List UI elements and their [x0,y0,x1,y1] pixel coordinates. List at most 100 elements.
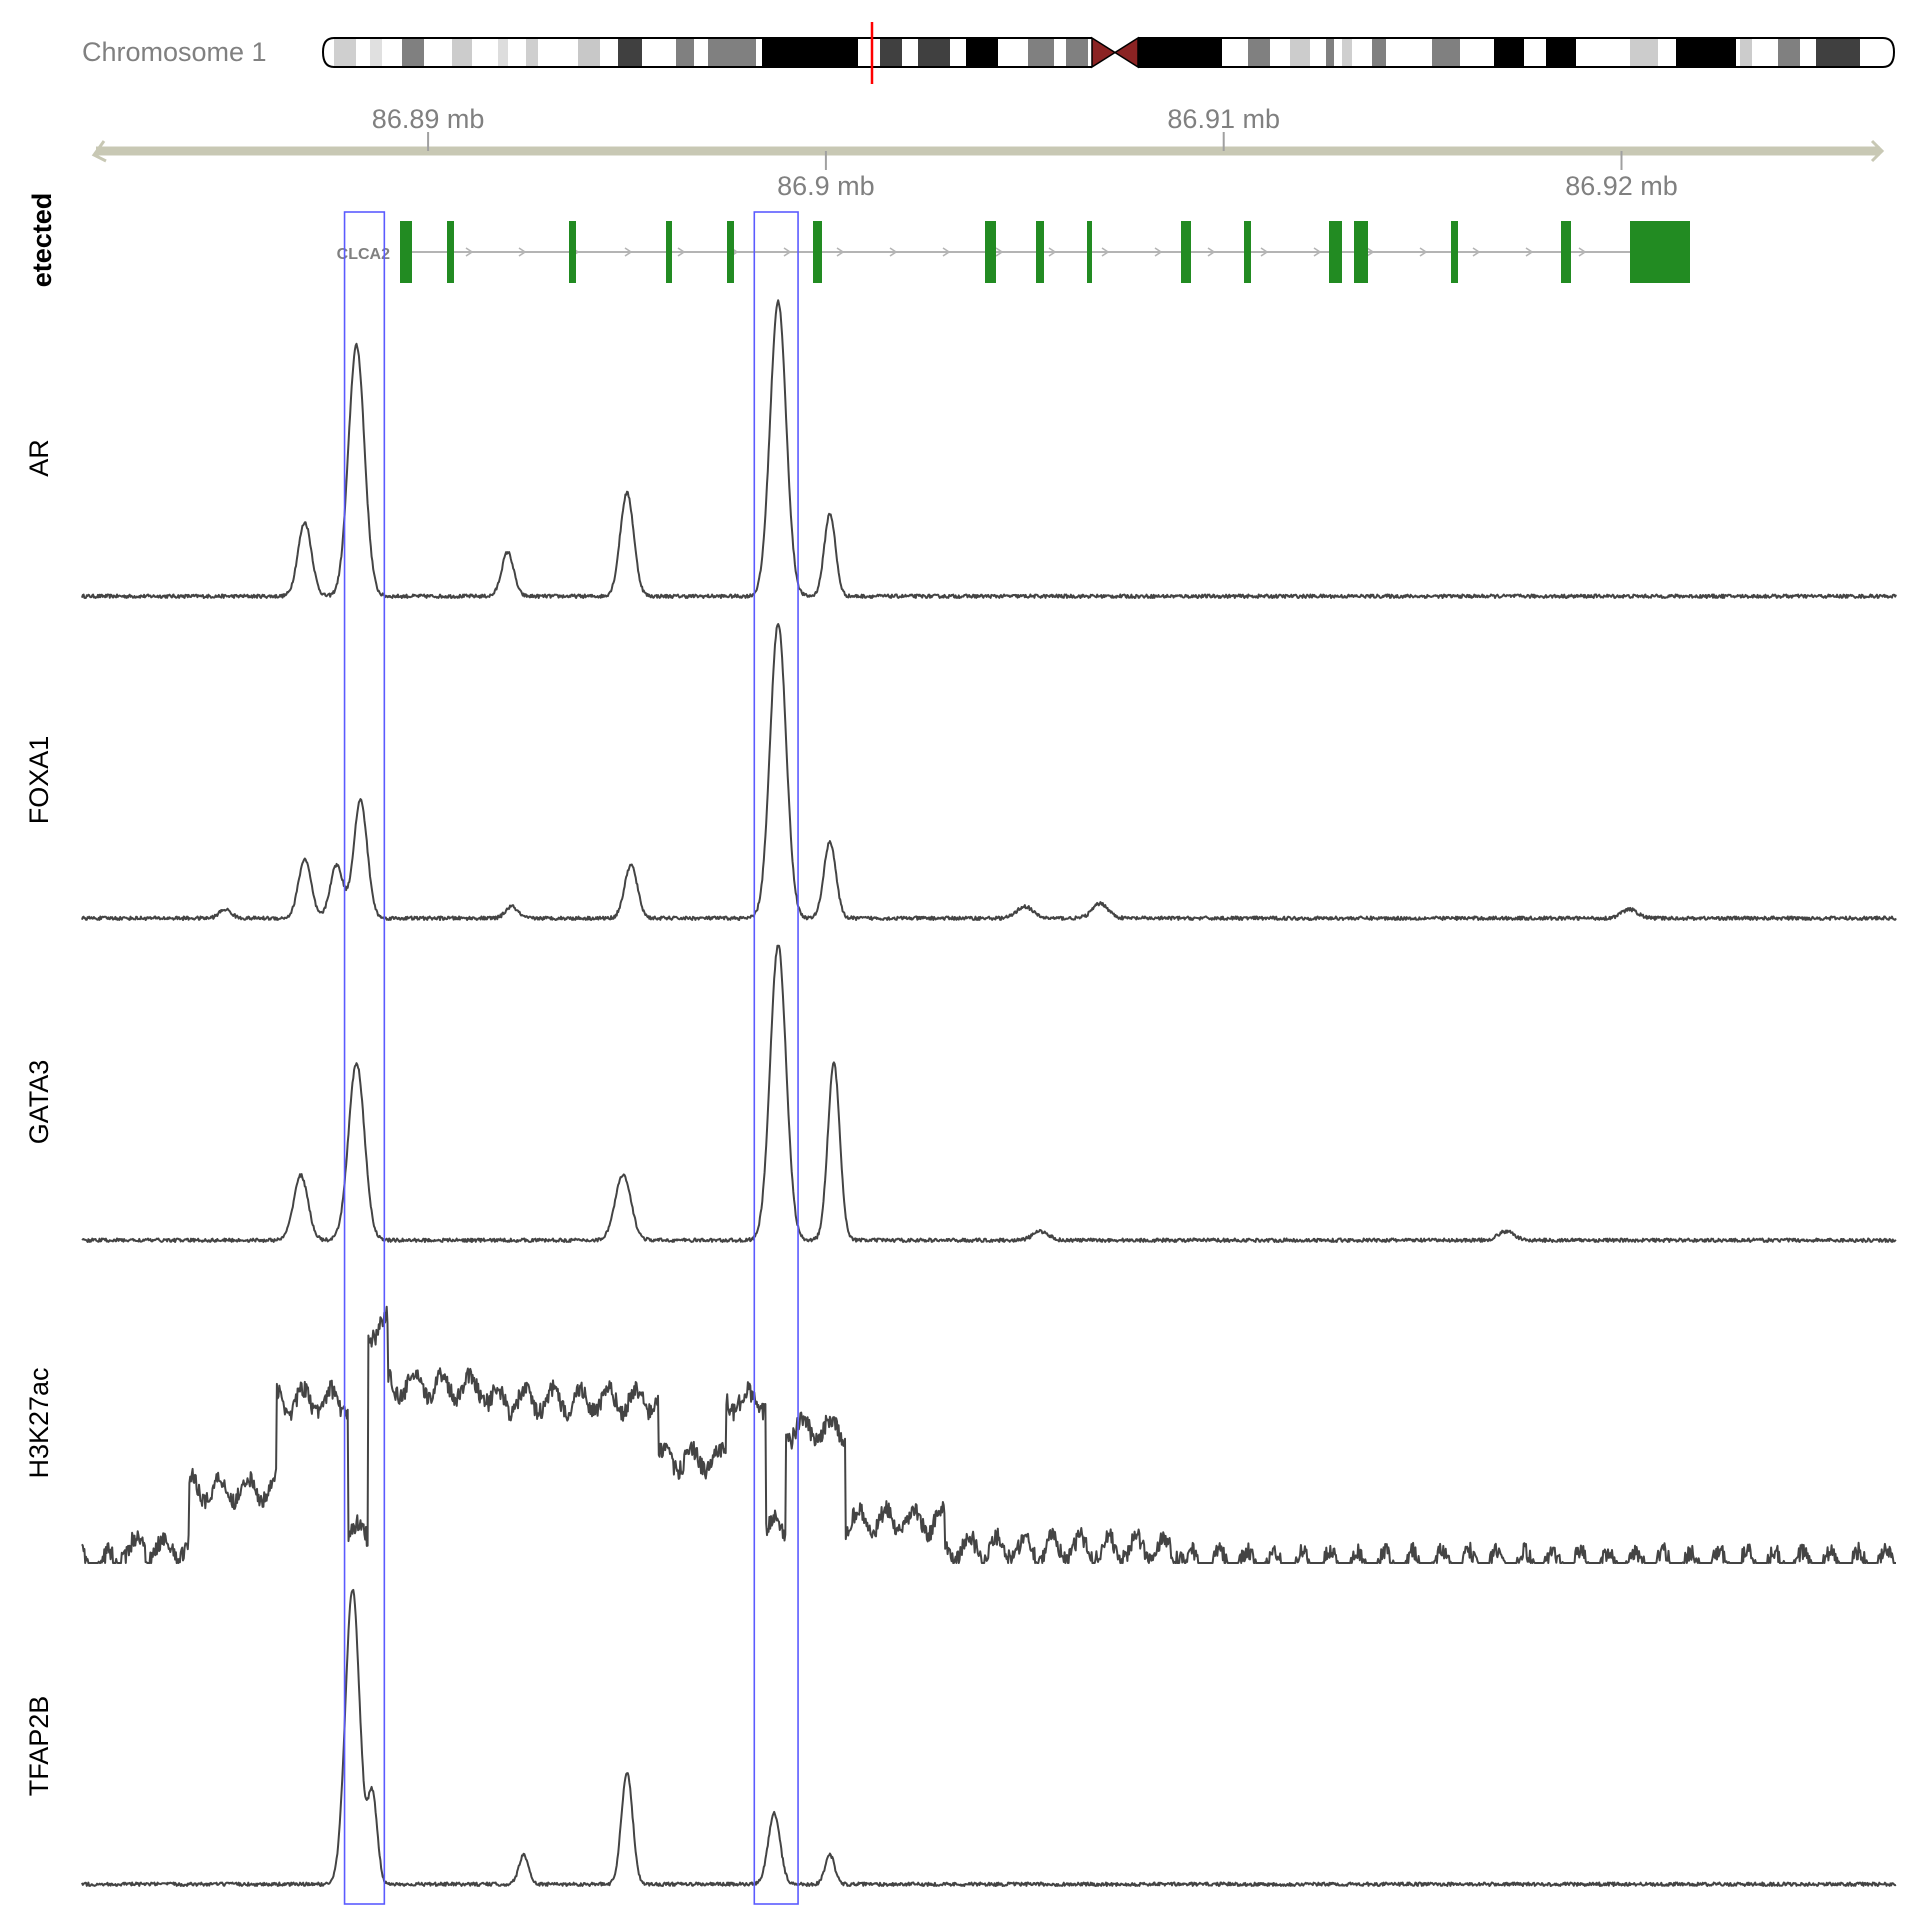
strand-arrow [1578,247,1587,257]
ideogram-band [1740,38,1752,67]
track-label: H3K27ac [24,1367,54,1478]
signal-line [81,1305,1897,1564]
ideogram-band [1290,38,1310,67]
strand-arrow [1260,247,1269,257]
signal-track-h3k27ac: H3K27ac [24,1305,1897,1564]
exon [1561,221,1571,283]
ideogram-band [1138,38,1222,67]
gene-track-title: etected [27,193,57,288]
ideogram-band [880,38,902,67]
ideogram-band [966,38,998,67]
ideogram-band [1248,38,1270,67]
strand-arrow [1366,247,1375,257]
strand-arrow [677,247,686,257]
strand-arrow [783,247,792,257]
exon [1036,221,1044,283]
axis-ticks: 86.89 mb 86.9 mb 86.91 mb 86.92 mb [372,104,1678,201]
track-label: FOXA1 [24,736,54,825]
exon [400,221,412,283]
ideogram-band [1816,38,1860,67]
ideogram-band [618,38,642,67]
ideogram-band [1494,38,1524,67]
ideogram-bands [334,38,1860,67]
strand-arrow [465,247,474,257]
ideogram-band [1028,38,1054,67]
ideogram-band [402,38,424,67]
strand-arrow [1525,247,1534,257]
ideogram-band [334,38,356,67]
signal-track-ar: AR [24,299,1897,599]
ideogram-band [1342,38,1352,67]
ideogram-outline-q-arm [1138,37,1896,68]
axis-tick-label: 86.91 mb [1167,104,1280,134]
axis-tick-label: 86.92 mb [1565,171,1678,201]
exon [1630,221,1690,283]
ideogram-band [1372,38,1386,67]
strand-arrow [1154,247,1163,257]
highlight-box [753,211,799,1905]
exon [1087,221,1092,283]
ideogram-band [1778,38,1800,67]
centromere-q [1113,36,1139,69]
ideogram-band [1326,38,1334,67]
signal-track-foxa1: FOXA1 [24,623,1897,921]
strand-arrow [1207,247,1216,257]
strand-arrow [1472,247,1481,257]
exon [1451,221,1458,283]
chromosome-label: Chromosome 1 [82,37,267,67]
ideogram-band [526,38,538,67]
track-label: GATA3 [24,1060,54,1145]
centromere-p [1091,36,1117,69]
highlight-box [343,211,386,1905]
signal-line [81,299,1897,599]
strand-arrow [995,247,1004,257]
signal-track-tfap2b: TFAP2B [24,1588,1897,1887]
exon [1354,221,1368,283]
gene-label-clca2: CLCA2 [337,246,390,263]
exon [569,221,576,283]
strand-arrow [889,247,898,257]
ideogram-band [1676,38,1736,67]
track-label: TFAP2B [24,1696,54,1797]
axis-arrow-left [91,140,107,163]
exon [666,221,672,283]
ideogram-band [498,38,508,67]
exon [813,221,822,283]
strand-arrow [624,247,633,257]
ideogram-band [676,38,694,67]
axis-tick-label: 86.89 mb [372,104,485,134]
ideogram-band [1066,38,1088,67]
genome-axis: 86.89 mb 86.9 mb 86.91 mb 86.92 mb [91,104,1885,201]
strand-arrow [836,247,845,257]
ideogram-band [708,38,756,67]
signal-track-gata3: GATA3 [24,944,1897,1243]
strand-arrow [1313,247,1322,257]
ideogram-band [578,38,600,67]
highlight-regions [343,211,799,1905]
exon [1244,221,1251,283]
ideogram-band [918,38,950,67]
gene-track: etected CLCA2 [27,193,1690,288]
signal-line [81,944,1897,1243]
strand-arrow [1419,247,1428,257]
ideogram-band [1432,38,1460,67]
ideogram-band [1630,38,1658,67]
ideogram-band [370,38,382,67]
ideogram-outline-p-arm [321,37,1092,68]
signal-tracks: AR FOXA1 GATA3 H3K27ac TFAP2B [24,299,1897,1887]
strand-arrow [1101,247,1110,257]
gene-strand-arrows [465,247,1640,257]
exon [447,221,454,283]
strand-arrow [1048,247,1057,257]
ideogram-band [1546,38,1576,67]
ideogram-band [452,38,472,67]
strand-arrow [942,247,951,257]
axis-arrow-right [1870,139,1885,163]
exon [1181,221,1191,283]
exon [727,221,734,283]
signal-line [81,623,1897,921]
axis-tick-label: 86.9 mb [777,171,875,201]
exon [985,221,996,283]
ideogram-band [762,38,858,67]
